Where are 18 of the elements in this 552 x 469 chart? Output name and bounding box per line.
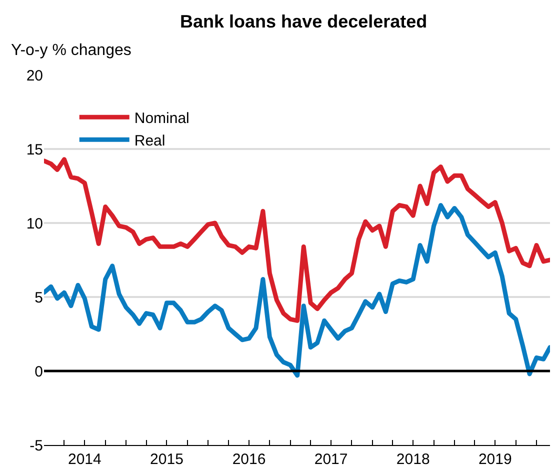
y-tick-label: 20 — [26, 67, 43, 84]
x-tick-label: 2016 — [232, 451, 266, 468]
x-tick-label: 2014 — [68, 451, 102, 468]
y-tick-label: -5 — [30, 437, 43, 454]
x-tick-label: 2015 — [150, 451, 184, 468]
chart-title: Bank loans have decelerated — [180, 11, 428, 32]
y-axis-title: Y-o-y % changes — [11, 42, 132, 59]
x-tick-label: 2018 — [396, 451, 430, 468]
x-tick-label: 2019 — [478, 451, 512, 468]
y-tick-label: 15 — [26, 141, 43, 158]
line-series — [44, 202, 550, 378]
y-tick-label: 0 — [34, 363, 43, 380]
legend-label: Nominal — [134, 110, 190, 127]
line-series — [44, 157, 550, 323]
legend-label: Real — [134, 132, 166, 150]
x-tick-label: 2017 — [314, 451, 348, 468]
y-tick-label: 5 — [34, 289, 43, 306]
y-tick-label: 10 — [26, 215, 43, 232]
